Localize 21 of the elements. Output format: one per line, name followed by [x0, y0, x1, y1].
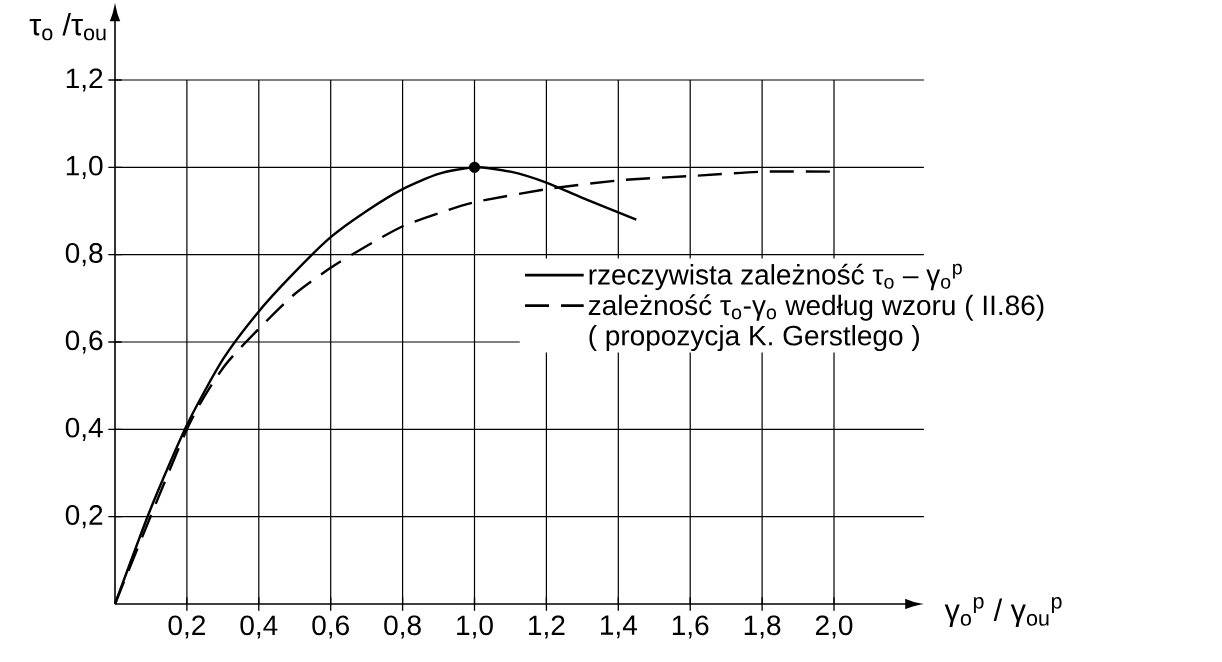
x-axis-title: γ$_{o}$$^{p}$ / γ$_{ou}$p: [944, 597, 1062, 627]
x-tick-label: 0,8: [384, 615, 421, 639]
y-tick-label: 0,4: [65, 417, 103, 441]
x-tick-label: 1,2: [529, 615, 565, 639]
y-tick-label: 1,2: [66, 68, 103, 92]
legend-label: zależność τ$_{o}$-γ$_{o}$ według wzoru ( II.86): [588, 294, 1044, 321]
x-tick-label: 1,6: [672, 615, 709, 639]
y-axis-title: τ$_{o}$ /τ$_{ou}$: [29, 12, 106, 41]
y-tick-label: 0,6: [65, 330, 103, 354]
x-tick-label: 0,2: [168, 615, 205, 639]
x-tick-label: 1,0: [457, 615, 493, 639]
annotation: ( propozycja K. Gerstlego ): [589, 325, 919, 352]
y-tick-label: 0,8: [65, 243, 103, 267]
x-tick-label: 2,0: [815, 615, 853, 639]
x-tick-label: 1,4: [600, 615, 637, 639]
legend-label: rzeczywista zależność τ$_{o}$ – γ$_{o}$p: [589, 263, 962, 291]
x-tick-label: 0,4: [240, 615, 278, 639]
y-tick-label: 0,2: [65, 505, 103, 529]
x-tick-label: 1,8: [744, 615, 781, 639]
y-tick-label: 1,0: [66, 155, 103, 179]
x-tick-label: 0,6: [312, 615, 349, 639]
